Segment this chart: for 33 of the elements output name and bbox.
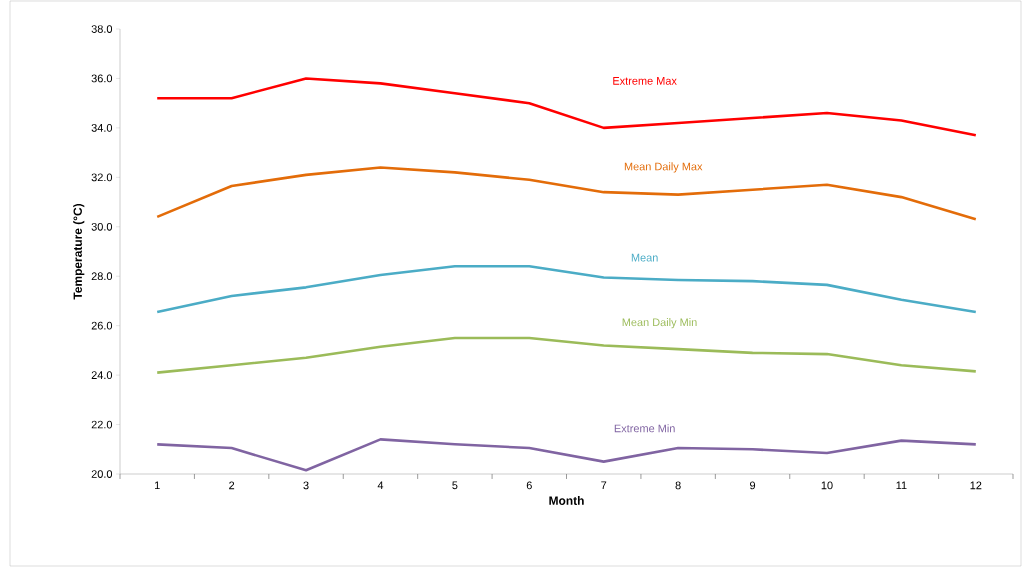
x-tick-label: 12: [970, 481, 982, 490]
x-tick-label: 6: [526, 481, 532, 490]
y-tick-label: 30.0: [91, 222, 113, 231]
line-series: [155, 336, 978, 374]
series-label: Mean: [631, 253, 658, 262]
y-tick-label: 20.0: [91, 470, 113, 478]
y-tick-label: 22.0: [91, 420, 113, 429]
series-label: Mean Daily Max: [624, 162, 703, 173]
series-label: Extreme Min: [614, 424, 675, 433]
y-tick-label: 26.0: [91, 321, 113, 330]
y-tick-label: 34.0: [91, 124, 113, 132]
x-tick-label: 7: [601, 481, 607, 490]
x-tick-label: 5: [452, 481, 458, 490]
x-tick-label: 8: [675, 481, 681, 490]
x-tick-label: 4: [377, 481, 384, 490]
x-tick-label: 2: [229, 481, 235, 490]
y-tick-label: 36.0: [91, 74, 113, 83]
line-series: [155, 438, 978, 472]
x-tick-label: 3: [303, 481, 309, 490]
y-axis-title: Temperature (°C): [73, 203, 85, 300]
text: Extreme Max: [613, 77, 677, 85]
line-series: [155, 77, 978, 137]
series-label: Mean Daily Min: [622, 318, 697, 329]
line-series: [155, 265, 978, 314]
y-tick-label: 24.0: [91, 371, 113, 379]
y-tick-label: 32.0: [91, 173, 113, 182]
x-tick-label: 11: [896, 481, 907, 490]
x-tick-label: 10: [821, 481, 833, 490]
y-tick-label: 28.0: [91, 272, 113, 281]
x-tick-label: 1: [154, 481, 160, 490]
x-tick-label: 9: [750, 481, 756, 490]
y-tick-label: 38.0: [91, 25, 113, 33]
x-axis-title: Month: [549, 496, 584, 505]
